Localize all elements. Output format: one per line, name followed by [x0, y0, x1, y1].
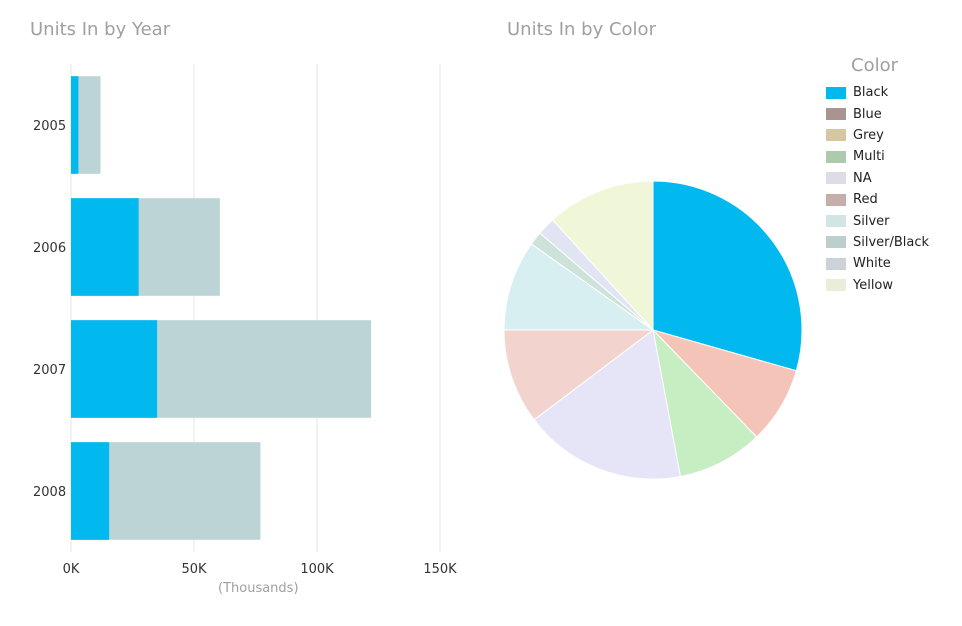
x-tick-label: 0K — [63, 562, 80, 577]
x-tick-label: 50K — [181, 562, 207, 577]
legend-item: Blue — [826, 103, 929, 124]
pie-slice-red — [503, 329, 655, 421]
x-tick-label: 150K — [423, 562, 457, 577]
x-tick-label: 100K — [300, 562, 334, 577]
legend-item: White — [826, 253, 929, 274]
bar-marks — [71, 76, 372, 540]
legend-label: White — [853, 256, 891, 272]
y-category-label: 2007 — [33, 363, 66, 378]
legend-label: Black — [853, 85, 889, 101]
legend-swatch — [826, 150, 846, 163]
bar-2008-s1 — [71, 442, 110, 540]
units-label: (Thousands) — [218, 581, 299, 596]
legend-item: Silver/Black — [826, 232, 929, 253]
bar-2005-s1 — [71, 76, 79, 174]
bar-chart: 2005 2006 2007 2008 0K 50K 100K 150K — [33, 64, 458, 577]
pie-slices — [503, 180, 803, 480]
legend-items: Black Blue Grey Multi NA Red Silver Silver/Blac… — [826, 82, 929, 296]
legend-item: Multi — [826, 146, 929, 167]
legend-item: Black — [826, 82, 929, 103]
pie-chart — [503, 180, 803, 480]
legend-swatch — [826, 172, 846, 185]
pie-legend: Color Black Blue Grey Multi NA Red Silver Silve… — [826, 55, 929, 296]
legend-label: Silver/Black — [853, 234, 930, 250]
legend-item: Yellow — [826, 275, 929, 296]
pie-chart-title: Units In by Color — [507, 19, 656, 40]
bar-category-labels: 2005 2006 2007 2008 — [33, 119, 66, 500]
y-category-label: 2006 — [33, 241, 66, 256]
legend-swatch — [826, 129, 846, 142]
bar-2006-s1 — [71, 198, 139, 296]
pie-slice-na — [533, 329, 681, 480]
legend-item: Red — [826, 189, 929, 210]
legend-swatch — [826, 236, 846, 249]
pie-slice-yellow — [551, 180, 654, 332]
legend-swatch — [826, 108, 846, 121]
legend-label: Blue — [853, 106, 882, 122]
legend-label: Multi — [853, 149, 885, 165]
legend-label: Silver — [853, 213, 890, 229]
legend-label: NA — [853, 170, 872, 186]
pie-slice-black — [652, 180, 803, 372]
legend-label: Red — [853, 192, 878, 208]
legend-label: Yellow — [853, 277, 894, 293]
bar-chart-title: Units In by Year — [30, 19, 171, 40]
pie-slice-silver — [503, 243, 655, 331]
legend-label: Grey — [853, 127, 884, 143]
y-category-label: 2005 — [33, 119, 66, 134]
legend-title: Color — [851, 55, 898, 76]
bar-tick-labels: 0K 50K 100K 150K — [63, 562, 458, 577]
legend-swatch — [826, 257, 846, 270]
legend-item: Silver — [826, 210, 929, 231]
legend-swatch — [826, 215, 846, 228]
legend-swatch — [826, 193, 846, 206]
legend-item: NA — [826, 168, 929, 189]
legend-item: Grey — [826, 125, 929, 146]
pie-slice-multi — [652, 328, 758, 478]
legend-swatch — [826, 279, 846, 292]
y-category-label: 2008 — [33, 485, 66, 500]
bar-2007-s1 — [71, 320, 158, 418]
legend-swatch — [826, 86, 846, 99]
